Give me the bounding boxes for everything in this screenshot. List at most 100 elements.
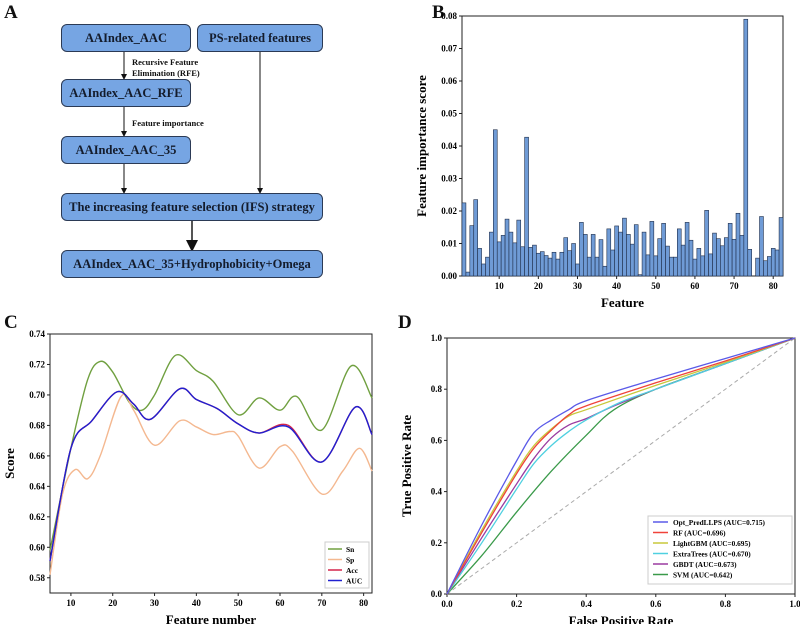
x-tick-label: 40 <box>192 598 202 608</box>
y-tick-label: 0.60 <box>29 542 45 552</box>
roc-curve-3 <box>446 337 796 595</box>
bar-feature-73 <box>743 18 749 277</box>
legend-label-sn: Sn <box>346 545 355 554</box>
y-tick-label: 0.00 <box>441 271 457 281</box>
y-tick-label: 0.04 <box>441 141 457 151</box>
x-tick-label: 0.8 <box>720 599 732 609</box>
bar-feature-36 <box>598 239 604 277</box>
x-axis-label: False Positive Rate <box>569 613 674 624</box>
y-tick-label: 0.08 <box>441 11 457 21</box>
y-tick-label: 0.2 <box>431 538 443 548</box>
x-tick-label: 0.6 <box>650 599 662 609</box>
legend-label-4: GBDT (AUC=0.673) <box>673 560 737 569</box>
y-tick-label: 0.66 <box>29 451 45 461</box>
x-axis-label: Feature <box>601 295 644 310</box>
x-tick-label: 60 <box>690 281 700 291</box>
flow-box-rfe: AAIndex_AAC_RFE <box>61 79 191 107</box>
y-tick-label: 0.03 <box>441 174 457 184</box>
x-tick-label: 80 <box>359 598 369 608</box>
x-tick-label: 20 <box>534 281 544 291</box>
y-tick-label: 0.6 <box>431 435 443 445</box>
flow-box-aac-35: AAIndex_AAC_35 <box>61 136 191 164</box>
bar-feature-77 <box>759 216 764 277</box>
x-tick-label: 0.2 <box>511 599 523 609</box>
note-feature-importance: Feature importance <box>132 118 204 128</box>
bar-feature-82 <box>778 217 784 277</box>
y-axis-label: True Positive Rate <box>399 415 414 518</box>
panel-label-a: A <box>4 2 18 23</box>
x-tick-label: 50 <box>651 281 661 291</box>
legend-label-0: Opt_PredLLPS (AUC=0.715) <box>673 518 766 527</box>
legend-label-sp: Sp <box>346 556 354 565</box>
bar-feature-5 <box>477 248 482 277</box>
bar-feature-45 <box>633 224 639 277</box>
y-tick-label: 0.64 <box>29 481 45 491</box>
x-tick-label: 0.0 <box>441 599 453 609</box>
note-rfe: Recursive Feature Elimination (RFE) <box>132 57 200 79</box>
x-tick-label: 1.0 <box>789 599 800 609</box>
legend-label-1: RF (AUC=0.696) <box>673 529 726 538</box>
y-tick-label: 0.07 <box>441 44 457 54</box>
y-tick-label: 0.8 <box>431 384 443 394</box>
plot-frame <box>446 337 796 595</box>
y-tick-label: 0.62 <box>29 512 45 522</box>
panel-label-b: B <box>432 2 445 23</box>
series-line-auc <box>49 387 373 562</box>
y-tick-label: 0.02 <box>441 206 457 216</box>
legend-box <box>647 515 793 585</box>
bar-feature-1 <box>461 202 467 277</box>
x-tick-label: 30 <box>150 598 160 608</box>
x-axis-label: Feature number <box>166 612 257 624</box>
x-tick-label: 10 <box>66 598 76 608</box>
x-tick-label: 70 <box>317 598 327 608</box>
x-tick-label: 40 <box>612 281 622 291</box>
plot-frame <box>49 333 373 594</box>
roc-curve-1 <box>446 337 796 595</box>
y-tick-label: 0.0 <box>431 589 443 599</box>
bar-feature-4 <box>473 199 478 277</box>
series-line-sn <box>49 353 373 551</box>
bar-feature-63 <box>704 210 709 277</box>
x-tick-label: 10 <box>495 281 505 291</box>
flow-box-final: AAIndex_AAC_35+Hydrophobicity+Omega <box>61 250 323 278</box>
legend-label-5: SVM (AUC=0.642) <box>673 571 733 580</box>
bar-feature-32 <box>583 234 588 277</box>
y-tick-label: 0.05 <box>441 109 457 119</box>
bar-feature-9 <box>493 129 498 277</box>
x-tick-label: 0.4 <box>581 599 593 609</box>
x-tick-label: 80 <box>769 281 779 291</box>
y-tick-label: 0.58 <box>29 573 45 583</box>
chance-diagonal <box>446 337 796 595</box>
bar-feature-59 <box>688 239 694 277</box>
panel-label-c: C <box>4 312 18 333</box>
roc-curve-0 <box>446 337 796 595</box>
legend-label-acc: Acc <box>346 566 359 575</box>
x-tick-label: 70 <box>730 281 740 291</box>
legend-label-3: ExtraTrees (AUC=0.670) <box>673 550 751 559</box>
y-tick-label: 0.68 <box>29 420 45 430</box>
bar-feature-47 <box>641 231 647 277</box>
y-axis-label: Feature importance score <box>414 75 429 217</box>
flowchart-arrows <box>121 52 263 252</box>
legend-label-auc: AUC <box>346 577 362 586</box>
bar-feature-29 <box>571 243 576 277</box>
note-rfe-line1: Recursive Feature <box>132 57 199 67</box>
flow-box-ps-features: PS-related features <box>197 24 323 52</box>
y-tick-label: 1.0 <box>431 333 443 343</box>
flow-box-ifs: The increasing feature selection (IFS) s… <box>61 193 323 221</box>
legend-label-2: LightGBM (AUC=0.695) <box>673 539 751 548</box>
x-tick-label: 20 <box>108 598 118 608</box>
y-tick-label: 0.74 <box>29 329 45 339</box>
y-tick-label: 0.01 <box>441 239 457 249</box>
bar-feature-34 <box>590 234 596 277</box>
y-tick-label: 0.72 <box>29 359 45 369</box>
y-tick-label: 0.70 <box>29 390 45 400</box>
bar-feature-49 <box>649 221 655 277</box>
x-tick-label: 30 <box>573 281 583 291</box>
bar-feature-17 <box>524 136 529 277</box>
x-tick-label: 50 <box>234 598 244 608</box>
y-tick-label: 0.4 <box>431 487 443 497</box>
